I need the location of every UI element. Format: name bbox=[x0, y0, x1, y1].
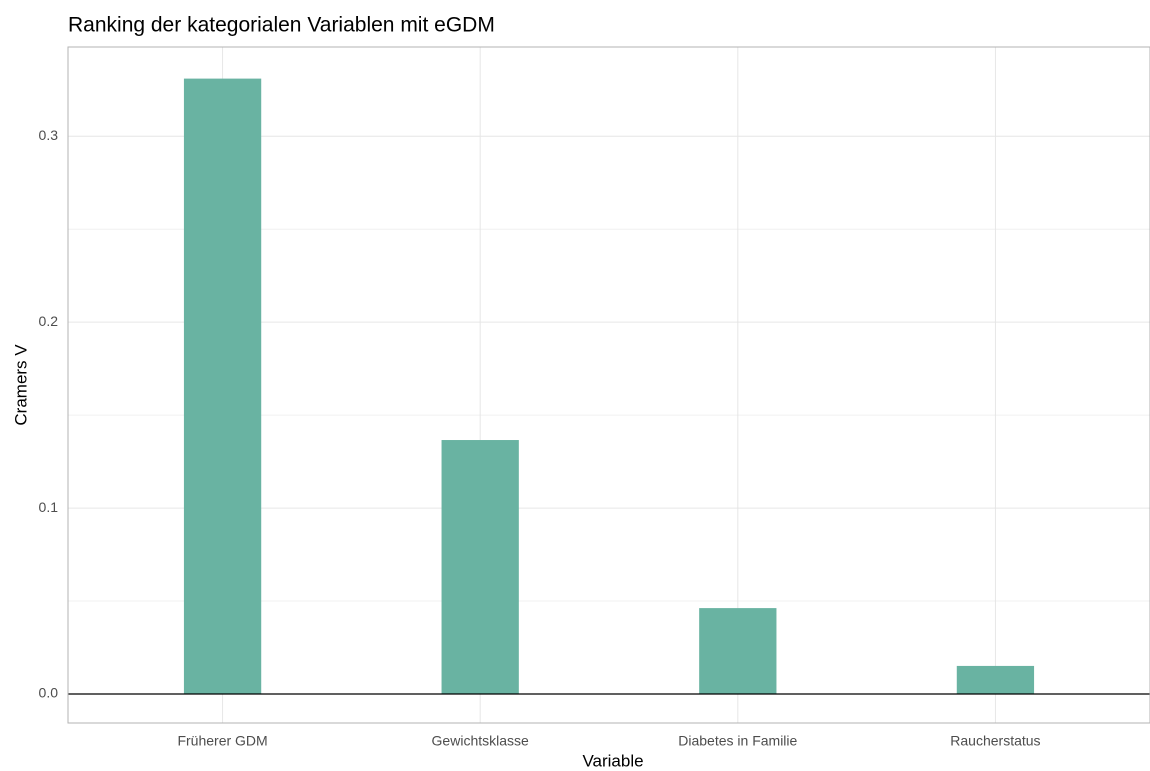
x-axis-label: Variable bbox=[582, 751, 643, 770]
y-axis-label: Cramers V bbox=[11, 344, 30, 426]
y-tick-label: 0.3 bbox=[39, 127, 59, 143]
bar bbox=[183, 78, 262, 694]
chart-title: Ranking der kategorialen Variablen mit e… bbox=[68, 14, 495, 37]
x-tick-label: Gewichtsklasse bbox=[432, 733, 529, 749]
panel-border bbox=[67, 46, 1150, 724]
bar bbox=[956, 665, 1035, 694]
y-tick-label: 0.2 bbox=[39, 313, 59, 329]
x-tick-label: Früherer GDM bbox=[177, 733, 267, 749]
y-tick-label: 0.0 bbox=[39, 685, 59, 701]
bar bbox=[441, 440, 519, 694]
bar bbox=[699, 608, 777, 694]
y-tick-label: 0.1 bbox=[39, 499, 59, 515]
x-tick-label: Diabetes in Familie bbox=[678, 733, 797, 749]
x-tick-label: Raucherstatus bbox=[950, 733, 1040, 749]
